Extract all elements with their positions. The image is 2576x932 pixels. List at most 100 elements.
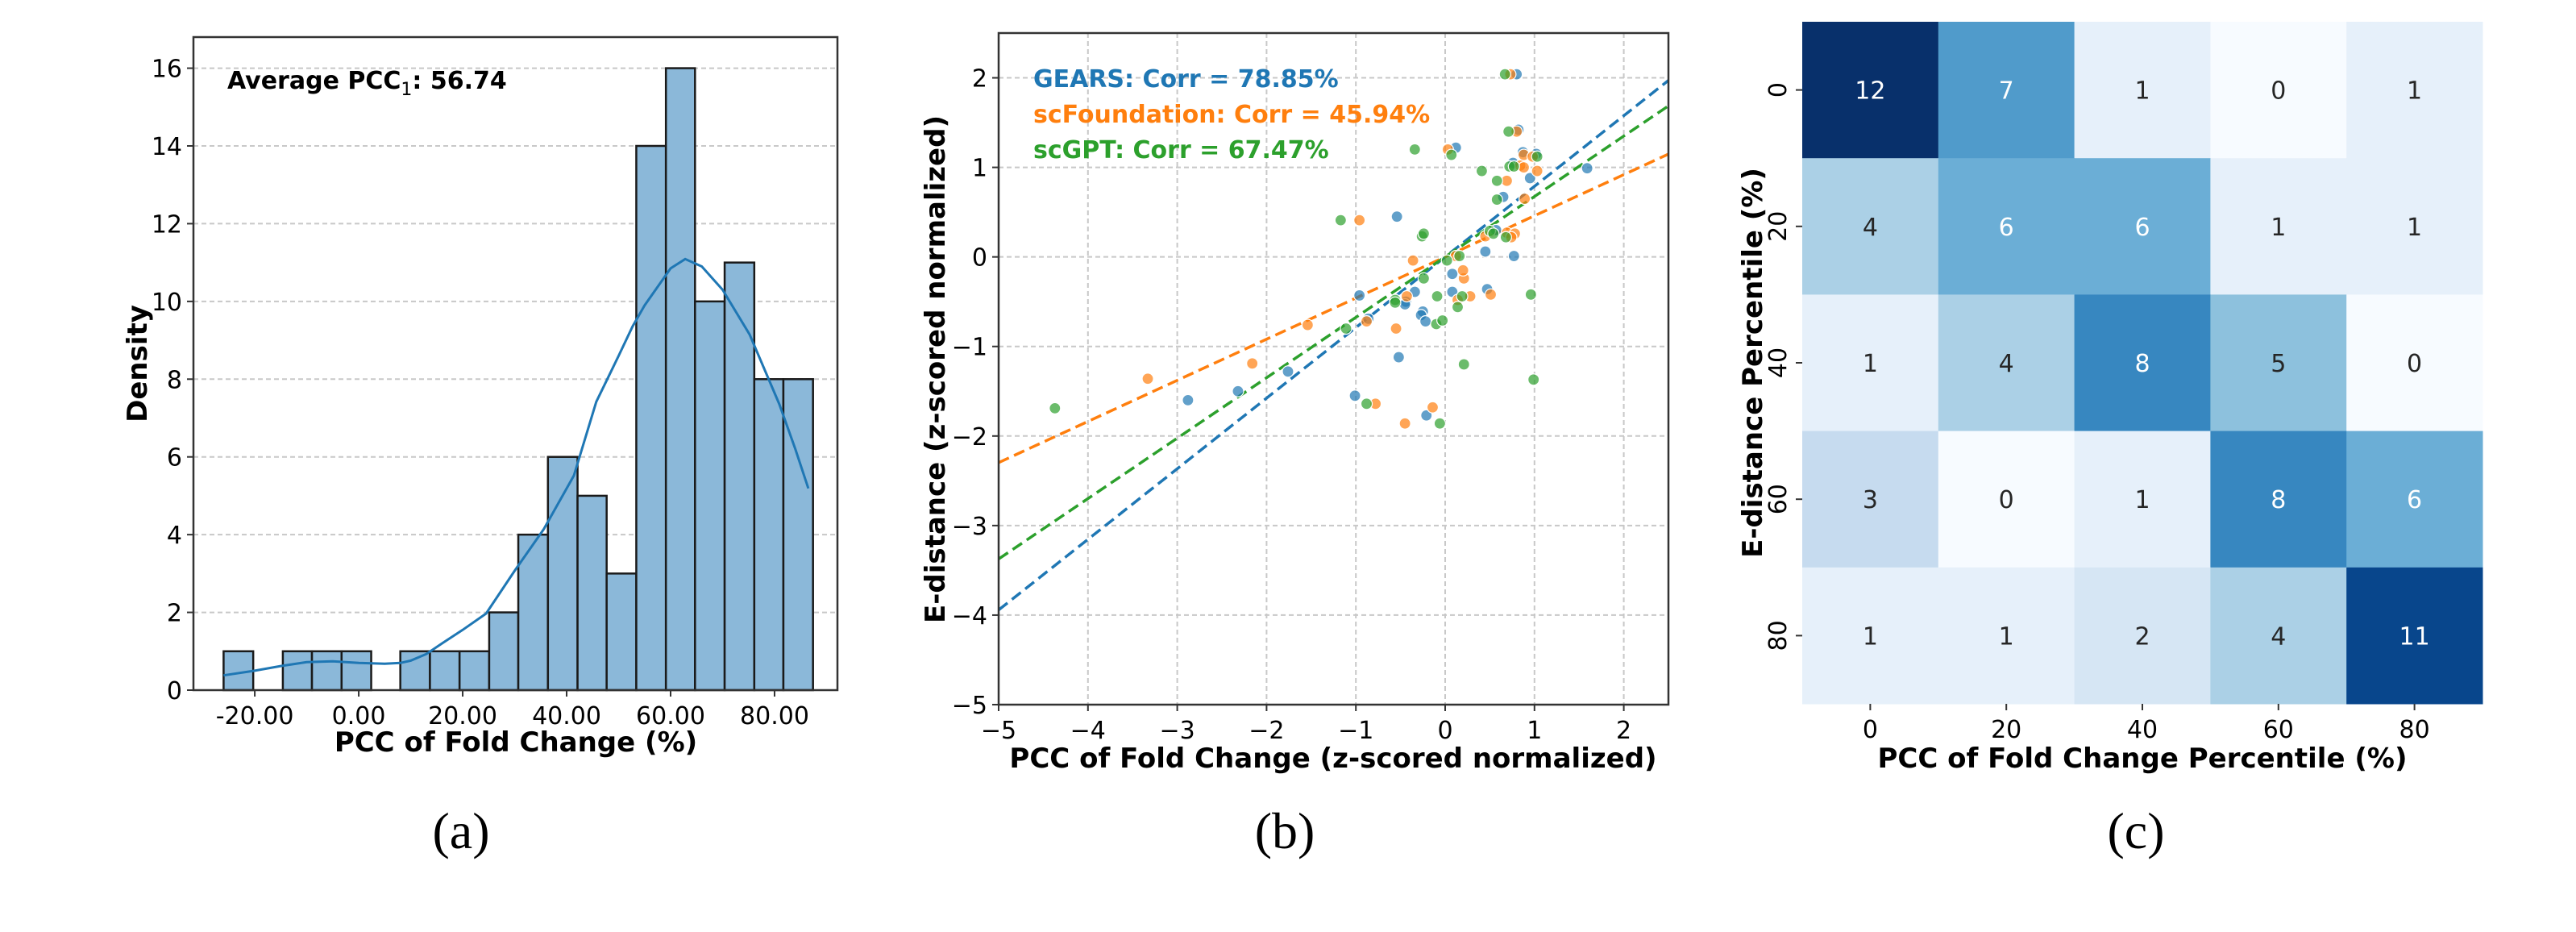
b-point-scgpt [1453,249,1466,263]
c-y-tick-label: 80 [1764,620,1793,651]
b-legend-entry-scfoundation: scFoundation: Corr = 45.94% [1033,101,1430,129]
c-heatmap-cell [2074,567,2211,705]
c-y-tick-label: 20 [1764,211,1793,242]
c-x-axis-title: PCC of Fold Change Percentile (%) [1878,743,2408,775]
b-point-scgpt [1334,214,1347,227]
c-cell-value: 1 [2134,77,2150,106]
b-point-gears [1479,245,1492,258]
b-point-scgpt [1502,125,1515,138]
c-heatmap-cell [2210,294,2347,432]
c-x-tick-label: 40 [2127,716,2158,744]
b-y-tick-label: 2 [972,65,987,94]
b-x-tick-label: −1 [1338,717,1373,745]
b-y-tick-label: 1 [972,155,987,183]
b-point-scfoundation [1301,318,1314,331]
c-cell-value: 1 [2407,214,2422,242]
b-point-scfoundation [1353,214,1366,227]
c-cell-value: 4 [1999,350,2014,378]
b-point-gears [1392,351,1405,364]
c-x-tick-label: 20 [1991,716,2021,744]
b-point-scgpt [1451,301,1465,314]
c-heatmap-cell [1938,567,2075,705]
b-legend-entry-scgpt: scGPT: Corr = 67.47% [1033,136,1329,164]
b-point-gears [1282,365,1294,378]
b-y-tick-label: −5 [952,692,987,720]
b-regression-lines [997,79,1670,611]
b-point-scfoundation [1519,192,1531,206]
b-point-scgpt [1408,143,1421,156]
b-point-scfoundation [1390,322,1402,335]
b-point-scgpt [1433,417,1446,430]
c-y-tick-label: 40 [1764,347,1793,378]
a-histogram-bar [429,650,461,692]
a-histogram-bar [340,650,372,692]
b-point-scfoundation [1531,164,1544,177]
b-y-tick-label: −2 [952,423,987,451]
c-heatmap-cell [1938,431,2075,568]
c-heatmap-cell [1802,158,1939,295]
c-heatmap-cell [1802,567,1939,705]
b-point-gears [1182,393,1195,406]
b-points [1049,68,1593,430]
a-y-axis-title: Density [122,305,154,422]
b-point-scgpt [1498,68,1511,81]
c-cell-value: 2 [2134,622,2150,651]
c-cell-value: 1 [1863,350,1878,378]
a-x-tick-label: 40.00 [532,702,601,730]
c-cell-value: 0 [1999,486,2014,514]
c-cell-value: 4 [2271,622,2286,651]
panel-b-scatter: −5 −4 −3 −2 −1 0 1 2 −5 −4 −3 −2 −1 0 1 2 GEARS: Corr … [920,31,1670,775]
b-x-axis-title: PCC of Fold Change (z-scored normalized) [1009,743,1656,775]
b-point-scgpt [1417,272,1431,285]
a-y-tick-label: 6 [167,444,182,472]
c-heatmap-cell [2346,567,2483,705]
c-cell-value: 11 [2399,622,2430,651]
b-y-tick-label: 0 [972,244,987,273]
a-x-tick-label: 0.00 [332,702,386,730]
b-point-scgpt [1507,160,1520,173]
b-legend: GEARS: Corr = 78.85% scFoundation: Corr =… [1033,65,1430,164]
c-cell-value: 1 [1999,622,2014,651]
a-y-tick-label: 12 [152,210,182,239]
a-histogram-bar [310,650,343,692]
b-y-tick-label: −3 [952,513,987,541]
c-cell-value: 12 [1855,77,1885,106]
b-point-gears [1232,385,1244,397]
c-cell-value: 0 [2271,77,2286,106]
c-heatmap-cell [2074,158,2211,295]
c-heatmap-cell [1802,22,1939,159]
c-cell-value: 3 [1863,486,1878,514]
a-axes-frame [192,35,839,692]
b-point-scgpt [1475,164,1489,177]
c-cell-value: 6 [2134,214,2150,242]
b-point-scgpt [1499,231,1512,243]
c-cell-value: 6 [1999,214,2014,242]
a-histogram-bar [546,456,579,692]
b-y-ticks: −5 −4 −3 −2 −1 0 1 2 [952,65,999,720]
a-x-tick-label: -20.00 [216,702,294,730]
b-point-gears [1523,172,1536,185]
a-x-ticks: -20.00 0.00 20.00 40.00 60.00 80.00 [216,690,809,730]
c-heatmap-cell [1938,294,2075,432]
c-y-ticks: 0 20 40 60 80 [1764,82,1802,651]
b-point-scgpt [1049,402,1062,414]
b-x-tick-label: −4 [1070,717,1106,745]
b-point-scgpt [1440,254,1453,267]
b-point-scgpt [1456,289,1469,303]
b-point-scgpt [1389,296,1402,309]
c-heatmap-cell [2346,158,2483,295]
c-heatmap-cell [2346,22,2483,159]
b-point-gears [1446,268,1459,281]
c-cell-value: 7 [1999,77,2014,106]
c-heatmap-cell [2074,294,2211,432]
b-y-axis-title: E-distance (z-scored normalized) [920,115,952,623]
b-point-gears [1419,315,1432,328]
c-heatmap-cell [2210,431,2347,568]
c-cells: 12 7 1 0 14 6 6 1 11 4 8 5 03 0 1 8 61 1 2 4 11 [1802,22,2483,705]
b-point-scgpt [1524,288,1537,301]
b-x-tick-label: 0 [1437,717,1452,745]
a-x-tick-label: 20.00 [428,702,497,730]
a-x-tick-label: 80.00 [740,702,809,730]
c-cell-value: 0 [2407,350,2422,378]
a-y-tick-label: 10 [152,289,182,317]
